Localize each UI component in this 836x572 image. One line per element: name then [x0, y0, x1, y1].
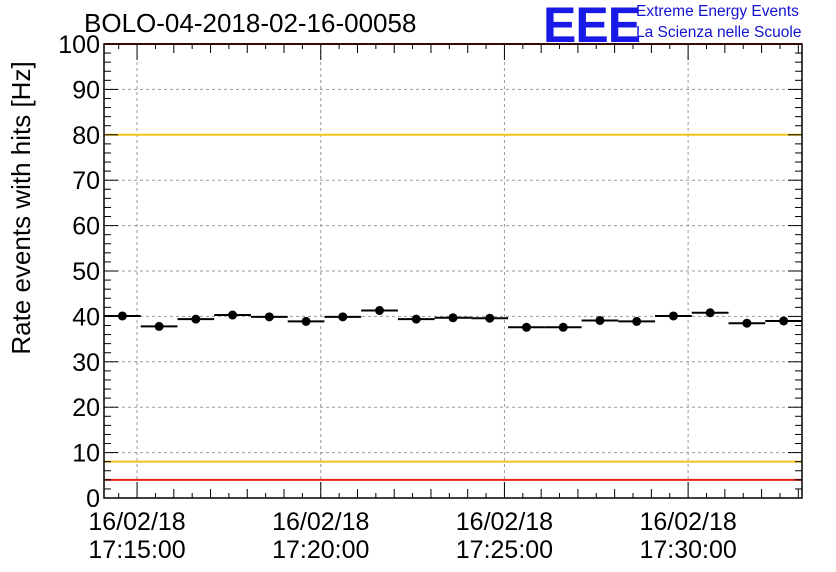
data-point	[705, 308, 715, 318]
y-tick-label: 80	[72, 122, 100, 150]
x-tick-date: 16/02/18	[456, 508, 553, 536]
y-tick-label: 100	[58, 31, 100, 59]
logo-subtitle-line2: La Scienza nelle Scuole	[636, 24, 802, 41]
eee-logo: EEE	[543, 0, 641, 53]
y-tick-label: 90	[72, 76, 100, 104]
data-point	[228, 310, 238, 320]
data-point	[117, 311, 127, 321]
chart-title: BOLO-04-2018-02-16-00058	[84, 8, 417, 38]
data-point	[558, 322, 568, 332]
x-tick-date: 16/02/18	[639, 508, 736, 536]
data-point	[375, 305, 385, 315]
x-tick-date: 16/02/18	[272, 508, 369, 536]
data-point	[668, 311, 678, 321]
axes	[103, 43, 803, 499]
data-point	[485, 313, 495, 323]
x-tick-time: 17:25:00	[456, 536, 553, 564]
x-tick-time: 17:15:00	[88, 536, 185, 564]
data-point	[191, 314, 201, 324]
y-axis-label: Rate events with hits [Hz]	[6, 61, 36, 354]
data-point	[301, 316, 311, 326]
y-tick-label: 50	[72, 258, 100, 286]
data-point	[448, 313, 458, 323]
data-point	[338, 312, 348, 322]
x-tick-time: 17:30:00	[639, 536, 736, 564]
tick-labels: 010203040506070809010016/02/1817:15:0016…	[58, 31, 736, 564]
y-tick-label: 20	[72, 394, 100, 422]
y-tick-label: 70	[72, 167, 100, 195]
y-tick-label: 30	[72, 349, 100, 377]
data-point	[742, 318, 752, 328]
x-tick-date: 16/02/18	[88, 508, 185, 536]
data-point	[411, 314, 421, 324]
logo-subtitle-line1: Extreme Energy Events	[636, 3, 799, 20]
data-point	[154, 321, 164, 331]
y-tick-label: 40	[72, 303, 100, 331]
y-tick-label: 60	[72, 213, 100, 241]
y-tick-label: 0	[86, 485, 100, 513]
y-tick-label: 10	[72, 440, 100, 468]
data-point	[264, 312, 274, 322]
x-tick-time: 17:20:00	[272, 536, 369, 564]
data-point	[632, 316, 642, 326]
grid-layer	[104, 44, 802, 498]
reference-lines	[104, 43, 802, 481]
data-point	[779, 316, 789, 326]
data-point	[595, 315, 605, 325]
data-point	[521, 322, 531, 332]
data-layer	[104, 305, 802, 332]
